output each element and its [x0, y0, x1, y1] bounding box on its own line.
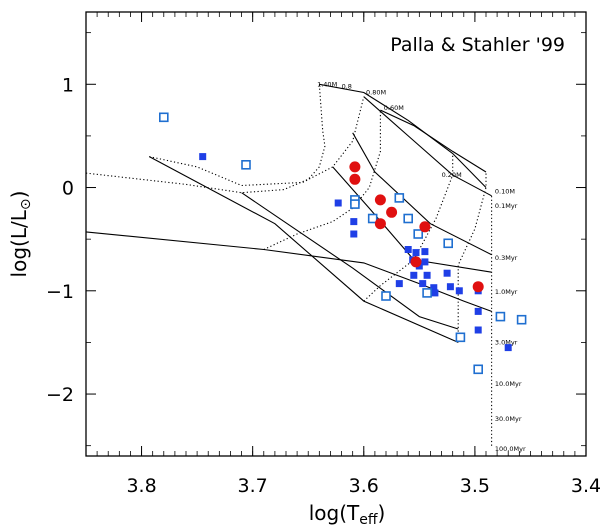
- curve-label-7: 0.3Myr: [495, 254, 518, 262]
- curve-label-5: 0.10M: [495, 188, 515, 196]
- filled-circle-point-0: [349, 161, 361, 173]
- curve-label-4: 0.20M: [442, 171, 462, 179]
- x-tick-label-3: 3.5: [460, 475, 490, 497]
- filled-circle-point-6: [419, 221, 431, 233]
- filled-circle-point-1: [349, 173, 361, 185]
- filled-square-point-17: [446, 283, 454, 291]
- axis-tick-labels: 3.8 3.7 3.6 3.5 3.4 1 0 −1 −2: [46, 74, 600, 497]
- filled-circle-point-4: [386, 206, 398, 218]
- open-square-point-9: [422, 288, 432, 298]
- filled-square-point-22: [504, 344, 512, 352]
- filled-square-point-5: [404, 246, 412, 253]
- y-tick-label-0: 1: [62, 74, 74, 96]
- filled-circle-point-7: [472, 281, 484, 293]
- curve-label-9: 3.0Myr: [495, 339, 518, 347]
- filled-circle-point-5: [410, 256, 422, 268]
- filled-square-point-7: [410, 271, 418, 279]
- open-square-point-11: [455, 332, 466, 343]
- isochrone-line-1: [149, 96, 365, 187]
- filled-square-point-20: [474, 307, 482, 315]
- filled-square-point-8: [412, 249, 420, 257]
- track-line-7: [319, 83, 487, 188]
- track-line-0: [85, 231, 492, 312]
- x-tick-label-2: 3.6: [349, 475, 379, 497]
- data-points: [159, 112, 527, 375]
- filled-square-point-14: [430, 284, 438, 292]
- filled-square-point-16: [443, 269, 451, 277]
- filled-square-point-1: [334, 199, 342, 207]
- curve-label-1: 0.8: [342, 82, 352, 90]
- isochrone-line-2: [263, 110, 381, 250]
- curve-label-12: 100.0Myr: [495, 445, 526, 453]
- filled-square-point-12: [421, 258, 429, 266]
- open-square-point-5: [381, 291, 391, 301]
- filled-circle-point-3: [374, 218, 386, 230]
- x-tick-label-1: 3.7: [238, 475, 268, 497]
- open-square-point-13: [495, 311, 506, 322]
- open-square-point-1: [241, 160, 251, 170]
- filled-circle-point-2: [374, 194, 386, 206]
- curve-label-8: 1.0Myr: [495, 288, 518, 296]
- axis-ticks: [85, 12, 587, 456]
- curve-label-6: 0.1Myr: [495, 202, 518, 210]
- filled-square-point-21: [474, 326, 482, 334]
- isochrone-line-3: [363, 153, 454, 302]
- curve-label-10: 10.0Myr: [495, 380, 522, 388]
- filled-square-point-2: [350, 218, 358, 226]
- x-axis-title: log(Teff): [309, 501, 386, 528]
- track-line-1: [149, 156, 459, 343]
- isochrones: [85, 84, 493, 446]
- chart-title: Palla & Stahler '99: [390, 34, 565, 56]
- curve-label-3: 0.60M: [384, 104, 404, 112]
- filled-square-point-3: [350, 230, 358, 238]
- open-square-point-12: [473, 364, 484, 375]
- track-line-5: [363, 96, 492, 197]
- curve-label-2: 0.80M: [366, 89, 386, 97]
- filled-square-point-10: [419, 280, 427, 288]
- plot-frame: [85, 11, 587, 457]
- open-square-point-6: [394, 193, 405, 203]
- open-square-point-4: [367, 213, 378, 224]
- open-square-point-7: [403, 213, 414, 224]
- curve-label-0: 1.40M: [317, 80, 337, 88]
- filled-square-point-18: [455, 287, 463, 295]
- curve-label-11: 30.0Myr: [495, 415, 522, 423]
- open-square-point-10: [443, 238, 454, 249]
- y-tick-label-1: 0: [62, 178, 74, 200]
- isochrone-line-4: [457, 172, 487, 343]
- open-square-point-8: [413, 229, 424, 239]
- y-tick-label-2: −1: [46, 281, 74, 303]
- open-square-point-0: [159, 112, 169, 123]
- track-line-6: [380, 109, 487, 173]
- isochrone-line-0: [85, 84, 326, 194]
- x-tick-label-0: 3.8: [126, 475, 156, 497]
- open-square-point-3: [350, 199, 360, 209]
- x-tick-label-4: 3.4: [571, 475, 600, 497]
- curve-labels: 1.40M 0.8 0.80M 0.60M 0.20M 0.10M 0.1Myr 0.3Myr…: [317, 80, 526, 453]
- filled-square-point-15: [431, 289, 439, 297]
- track-line-3: [332, 166, 492, 273]
- y-tick-label-3: −2: [46, 384, 74, 406]
- filled-square-point-13: [423, 271, 431, 279]
- filled-square-point-11: [421, 248, 429, 256]
- y-axis-title: log(L/L⊙): [7, 191, 34, 278]
- filled-square-point-4: [395, 280, 403, 288]
- open-square-point-14: [516, 314, 527, 325]
- filled-square-point-0: [199, 153, 207, 161]
- evolutionary-tracks: [85, 83, 492, 343]
